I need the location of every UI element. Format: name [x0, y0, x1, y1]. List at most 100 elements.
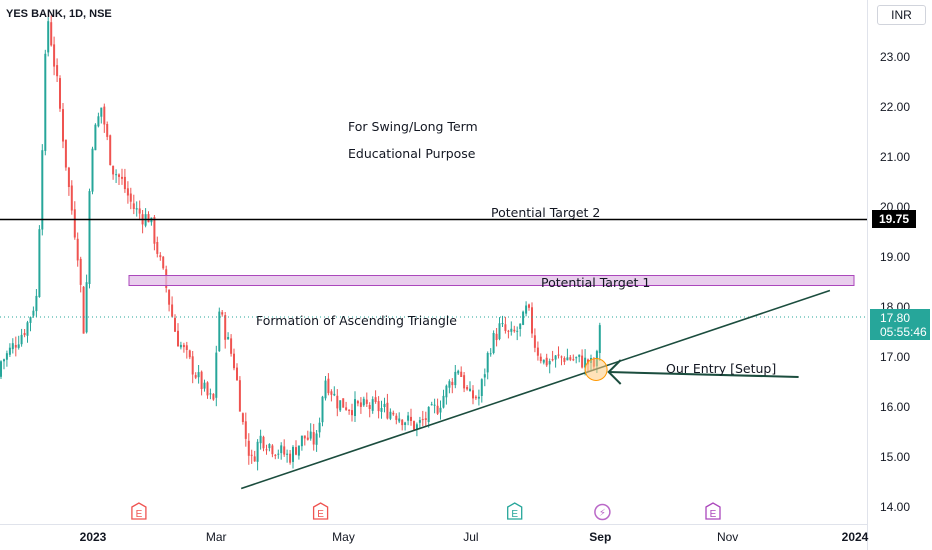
candle-body	[297, 445, 300, 456]
candle-body	[129, 193, 132, 202]
candle-body	[424, 418, 427, 420]
candle-body	[215, 352, 218, 398]
candle-body	[569, 357, 572, 360]
y-tick-label: 19.00	[880, 250, 910, 264]
x-tick-label: Mar	[206, 530, 227, 544]
current-price-label: 17.80	[880, 311, 910, 325]
candle-body	[56, 65, 59, 77]
annotation-swing: For Swing/Long Term	[348, 119, 478, 134]
candle-body	[227, 337, 230, 340]
candle-body	[259, 435, 262, 444]
candle-body	[404, 422, 407, 425]
candle-body	[410, 416, 412, 421]
candle-body	[79, 258, 82, 285]
candle-body	[115, 174, 118, 176]
candle-body	[345, 407, 348, 410]
candle-body	[8, 347, 11, 355]
candle-body	[539, 356, 542, 362]
candle-body	[135, 208, 138, 210]
candle-body	[209, 393, 212, 395]
candle-body	[542, 359, 545, 363]
candle-body	[47, 21, 50, 53]
candle-body	[531, 307, 533, 334]
candle-body	[374, 397, 377, 402]
earnings-green-event-label: E	[511, 509, 518, 520]
candle-body	[442, 395, 445, 408]
y-tick-label: 22.00	[880, 100, 910, 114]
candle-body	[126, 188, 129, 196]
candle-body	[522, 311, 525, 325]
candle-body	[354, 399, 356, 416]
candle-body	[182, 344, 185, 348]
earnings-event-icon	[131, 502, 147, 520]
candle-body	[156, 242, 159, 254]
drawings	[0, 218, 867, 490]
candle-body	[268, 444, 271, 449]
candle-body	[460, 371, 463, 377]
price-axis-labels: 23.0022.0021.0020.0019.0018.0017.0016.00…	[880, 50, 910, 514]
candle-body	[327, 378, 330, 394]
candle-body	[123, 176, 126, 190]
y-tick-label: 23.00	[880, 50, 910, 64]
candle-body	[138, 208, 141, 214]
x-tick-label: Nov	[717, 530, 738, 544]
candle-body	[38, 229, 41, 297]
candle-body	[575, 357, 578, 359]
candle-body	[380, 408, 383, 412]
candle-body	[300, 435, 303, 447]
entry-arrow-head	[607, 359, 622, 385]
currency-selector[interactable]: INR	[877, 5, 926, 25]
candle-body	[365, 399, 368, 404]
candle-body	[20, 334, 23, 345]
candle-body	[351, 410, 353, 416]
candle-body	[103, 106, 106, 125]
candle-body	[454, 371, 457, 386]
candle-body	[413, 421, 415, 430]
candle-body	[504, 324, 507, 331]
candle-body	[480, 379, 483, 396]
candle-body	[303, 435, 306, 439]
candle-body	[525, 305, 528, 314]
level-badge	[872, 210, 916, 228]
candle-body	[474, 396, 477, 399]
candle-body	[159, 255, 162, 258]
candle-body	[498, 323, 501, 340]
candle-body	[44, 53, 47, 151]
time-axis-labels: 2023 Mar May Jul Sep Nov 2024	[80, 530, 869, 544]
candle-body	[70, 185, 73, 211]
candle-body	[436, 405, 439, 414]
candle-body	[274, 454, 277, 456]
candle-body	[342, 398, 345, 408]
earnings-event-label: E	[136, 509, 143, 520]
candle-body	[359, 402, 362, 407]
candle-body	[64, 139, 67, 168]
candle-body	[5, 353, 8, 360]
candle-body	[112, 165, 115, 175]
candle-body	[551, 359, 554, 361]
candle-body	[206, 382, 209, 396]
candle-body	[26, 322, 29, 336]
candle-body	[212, 393, 215, 400]
candle-body	[507, 330, 510, 332]
candle-body	[250, 454, 253, 456]
candle-body	[62, 109, 64, 142]
candle-body	[59, 78, 61, 109]
candle-body	[560, 356, 563, 358]
candle-body	[448, 381, 451, 388]
candle-body	[501, 323, 504, 325]
candle-body	[389, 411, 392, 419]
candle-body	[377, 401, 380, 412]
candle-body	[469, 388, 471, 391]
candle-body	[398, 418, 401, 422]
annotation-entry: Our Entry [Setup]	[666, 361, 776, 376]
candle-body	[0, 361, 2, 377]
candle-body	[118, 174, 120, 177]
candle-body	[321, 396, 324, 423]
candle-body	[185, 345, 188, 350]
candle-body	[318, 422, 321, 433]
candle-body	[241, 413, 244, 422]
candle-body	[510, 328, 513, 332]
candle-body	[548, 361, 551, 365]
candle-body	[315, 433, 318, 445]
